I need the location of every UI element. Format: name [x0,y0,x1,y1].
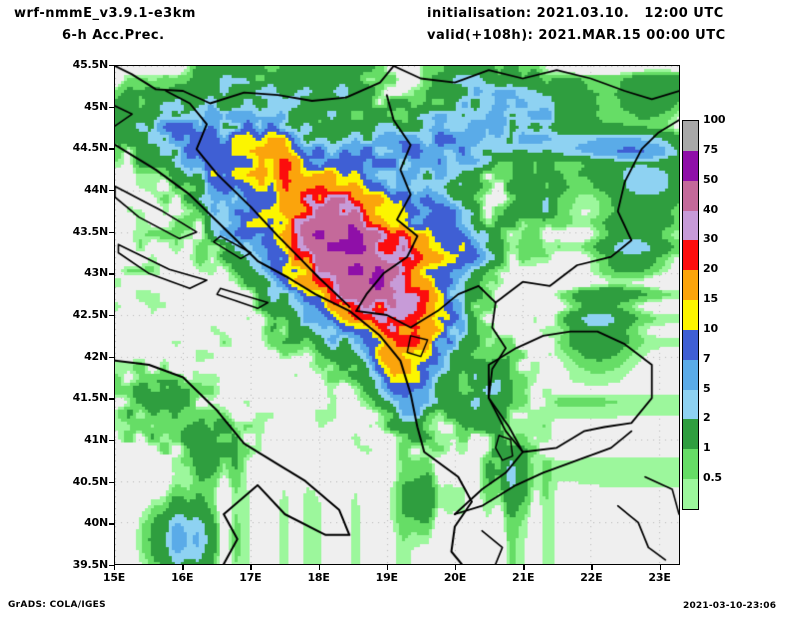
y-axis-tick-label: 44N [84,183,108,196]
x-axis-tick [318,565,320,570]
colorbar-label: 30 [703,232,718,246]
colorbar-segment-purple [683,150,698,181]
y-axis-tick-label: 42.5N [72,308,109,321]
colorbar-label: 2 [703,411,711,425]
colorbar-label: 1 [703,441,711,455]
x-axis-tick [114,565,116,570]
y-axis-tick [109,65,114,67]
colorbar-segment-light-green [683,479,698,509]
x-axis-tick [454,565,457,570]
colorbar-label: 20 [703,262,718,276]
x-axis-tick-label: 18E [307,571,330,584]
y-axis-tick [109,481,114,484]
y-axis-tick [109,523,114,525]
colorbar-label: 100 [703,113,726,126]
y-axis-tick [109,565,114,567]
model-title: wrf-nmmE_v3.9.1-e3km [14,6,196,21]
x-axis-tick-label: 15E [102,571,126,584]
x-axis-tick-label: 21E [512,571,535,584]
colorbar-segment-dark-green [683,419,698,450]
field-title: 6-h Acc.Prec. [62,28,165,43]
colorbar-label: 7 [703,351,711,365]
colorbar-label: 15 [703,292,718,306]
y-axis-tick [109,148,114,150]
y-axis-tick [109,398,114,400]
colorbar-label: 40 [703,202,718,216]
colorbar-segment-dark-blue [683,329,698,360]
colorbar-segment-light-purple [683,210,698,241]
colorbar-segment-green [683,449,698,480]
y-axis-tick-label: 41.5N [72,391,109,405]
y-axis-tick-label: 42N [84,349,108,363]
x-axis-tick [591,565,593,570]
colorbar-segment-blue [683,359,698,390]
precipitation-field [115,66,679,564]
colorbar-segment-gray [683,121,698,151]
valid-time: valid(+108h): 2021.MAR.15 00:00 UTC [427,28,726,43]
y-axis-tick-label: 40.5N [72,474,109,488]
x-axis-tick-label: 22E [580,571,603,584]
colorbar-label: 0.5 [703,471,722,485]
y-axis-tick [109,356,114,359]
colorbar-label: 75 [703,142,718,156]
map-plot-area [114,65,680,565]
colorbar-segment-orange [683,270,698,301]
x-axis-tick [250,565,252,570]
colorbar-segment-red [683,240,698,271]
render-timestamp: 2021-03-10-23:06 [683,601,777,611]
y-axis-tick-label: 43.5N [72,224,109,238]
y-axis-tick-label: 43N [84,266,108,280]
x-axis-tick [659,565,661,570]
x-axis-tick [523,565,525,570]
y-axis-tick-label: 40N [84,516,108,530]
x-axis-tick-label: 19E [375,571,398,584]
y-axis-tick [109,106,114,109]
y-axis-tick [109,315,114,317]
precipitation-colorbar [682,120,699,510]
x-axis-tick-label: 16E [171,571,194,584]
initialisation-time: initialisation: 2021.03.10. 12:00 UTC [427,6,724,21]
colorbar-label: 10 [703,321,718,335]
colorbar-segment-yellow [683,300,698,330]
grads-credit: GrADS: COLA/IGES [8,600,106,610]
y-axis-tick-label: 45N [84,99,108,113]
y-axis-tick-label: 41N [84,433,108,446]
x-axis-tick-label: 20E [443,571,467,584]
y-axis-tick-label: 39.5N [72,558,109,571]
x-axis-tick-label: 17E [239,571,262,584]
y-axis-tick-label: 45.5N [72,58,109,71]
x-axis-tick-label: 23E [648,571,671,584]
colorbar-label: 5 [703,381,711,395]
x-axis-tick [182,565,184,570]
x-axis-tick [386,565,389,570]
colorbar-label: 50 [703,172,718,186]
y-axis-tick [109,190,114,192]
y-axis-tick [109,273,114,275]
y-axis-tick [109,231,114,234]
y-axis-tick [109,440,114,442]
colorbar-segment-light-blue [683,389,698,420]
colorbar-segment-pink-purple [683,180,698,211]
y-axis-tick-label: 44.5N [72,141,109,155]
